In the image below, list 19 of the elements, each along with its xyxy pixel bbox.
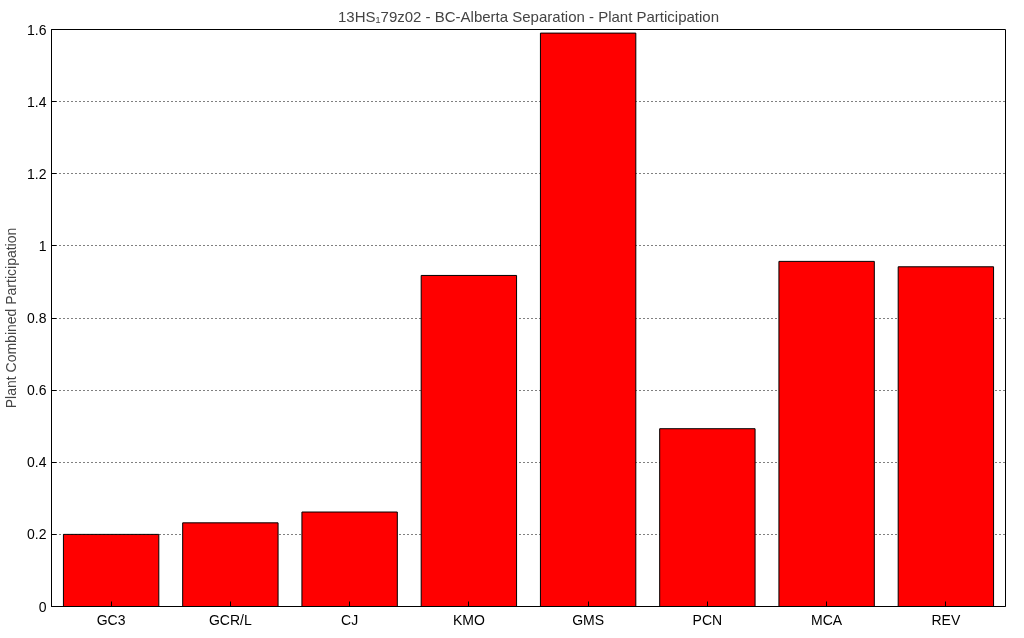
x-tick-label: CJ bbox=[341, 611, 359, 628]
x-tick-label: GCR/L bbox=[208, 611, 252, 628]
y-tick-label: 1.4 bbox=[27, 93, 47, 110]
y-tick-label: 1.2 bbox=[27, 165, 47, 182]
x-tick-label: KMO bbox=[452, 611, 485, 628]
x-tick-label: GC3 bbox=[96, 611, 126, 628]
x-tick-label: MCA bbox=[811, 611, 843, 628]
y-axis-title: Plant Combined Participation bbox=[3, 227, 20, 409]
y-tick-label: 1 bbox=[38, 237, 47, 254]
y-tick-label: 0.2 bbox=[27, 526, 47, 543]
chart-title: 13HS₁79z02 - BC-Alberta Separation - Plant Participation bbox=[337, 7, 720, 25]
y-tick-label: 0.8 bbox=[27, 310, 47, 326]
x-tick-label: GMS bbox=[572, 611, 605, 628]
y-tick-label: 0.6 bbox=[27, 382, 47, 399]
x-tick-label: REV bbox=[931, 611, 961, 628]
x-tick-label: PCN bbox=[692, 611, 723, 628]
y-tick-label: 1.6 bbox=[27, 21, 47, 38]
y-tick-label: 0 bbox=[38, 598, 47, 615]
y-tick-label: 0.4 bbox=[27, 454, 47, 471]
